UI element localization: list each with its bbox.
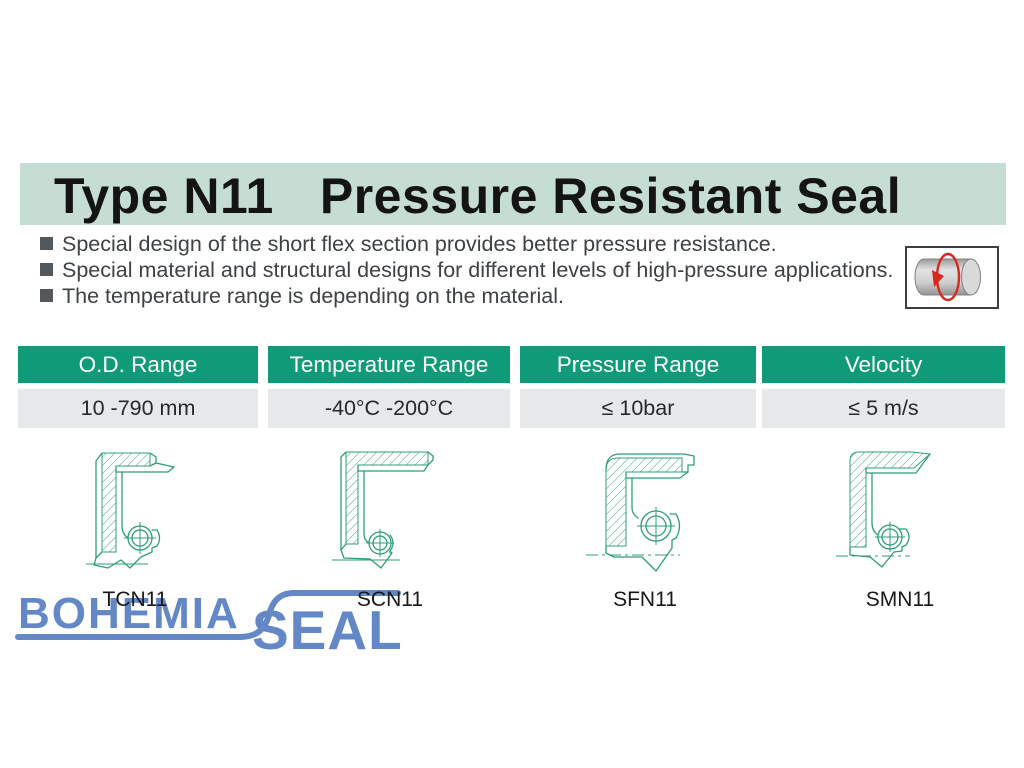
feature-text: Special material and structural designs … bbox=[62, 258, 894, 282]
seal-label-sfn11: SFN11 bbox=[613, 588, 677, 611]
feature-list: Special design of the short flex section… bbox=[40, 231, 898, 309]
seal-label-tcn11: TCN11 bbox=[102, 588, 168, 611]
column-header: Pressure Range bbox=[520, 346, 756, 383]
column-value: 10 -790 mm bbox=[18, 389, 258, 428]
square-bullet-icon bbox=[40, 237, 53, 250]
page-title: Type N11 Pressure Resistant Seal bbox=[20, 163, 1006, 225]
page-title-code: Type N11 bbox=[54, 168, 274, 224]
seal-diagram-smn11 bbox=[836, 451, 932, 568]
column-value: ≤ 10bar bbox=[520, 389, 756, 428]
page-title-name: Pressure Resistant Seal bbox=[319, 168, 902, 224]
watermark-word-bohemia: BOHEMIA bbox=[18, 589, 240, 638]
seal-diagram-tcn11 bbox=[86, 452, 175, 569]
column-value: -40°C -200°C bbox=[268, 389, 510, 428]
title-band: Type N11 Pressure Resistant Seal bbox=[20, 163, 1006, 225]
column-header: Velocity bbox=[762, 346, 1005, 383]
seal-label-smn11: SMN11 bbox=[865, 588, 935, 611]
watermark-word-seal: SEAL bbox=[252, 599, 403, 652]
watermark-swoosh bbox=[15, 590, 401, 640]
feature-item: Special material and structural designs … bbox=[40, 257, 898, 283]
spec-column-temperature-range: Temperature Range -40°C -200°C bbox=[268, 346, 510, 428]
seal-diagram-scn11 bbox=[332, 451, 434, 569]
square-bullet-icon bbox=[40, 263, 53, 276]
spec-column-velocity: Velocity ≤ 5 m/s bbox=[762, 346, 1005, 428]
feature-text: Special design of the short flex section… bbox=[62, 232, 777, 256]
rotating-shaft-icon bbox=[905, 246, 999, 309]
spec-table: O.D. Range 10 -790 mm Temperature Range … bbox=[18, 346, 1005, 428]
feature-item: The temperature range is depending on th… bbox=[40, 283, 898, 309]
shaft-cylinder-graphic bbox=[914, 252, 981, 302]
feature-text: The temperature range is depending on th… bbox=[62, 284, 564, 308]
rotation-arrowhead bbox=[932, 270, 944, 287]
feature-item: Special design of the short flex section… bbox=[40, 231, 898, 257]
seal-label-scn11: SCN11 bbox=[356, 588, 424, 611]
column-header: Temperature Range bbox=[268, 346, 510, 383]
spec-column-pressure-range: Pressure Range ≤ 10bar bbox=[520, 346, 756, 428]
column-header: O.D. Range bbox=[18, 346, 258, 383]
column-value: ≤ 5 m/s bbox=[762, 389, 1005, 428]
bohemia-seal-watermark: BOHEMIA SEAL bbox=[15, 589, 403, 652]
spec-column-od-range: O.D. Range 10 -790 mm bbox=[18, 346, 258, 428]
square-bullet-icon bbox=[40, 289, 53, 302]
seal-diagram-sfn11 bbox=[586, 453, 695, 572]
